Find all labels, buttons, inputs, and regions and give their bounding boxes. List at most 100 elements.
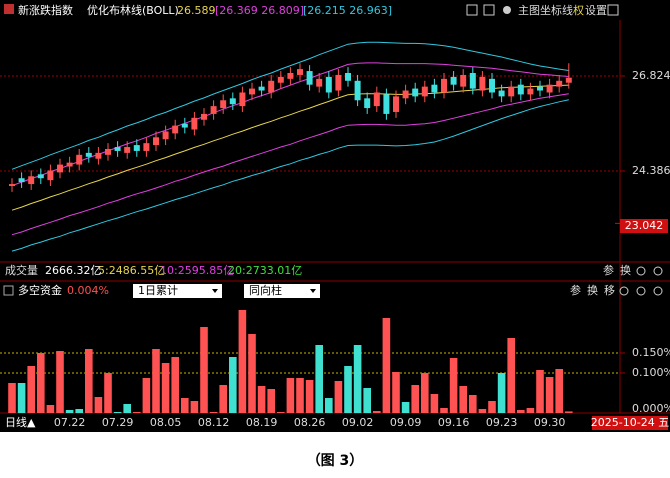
bar xyxy=(296,378,304,413)
bar xyxy=(161,363,170,413)
candle-body xyxy=(469,72,476,89)
bar xyxy=(85,349,93,413)
price-box xyxy=(620,219,668,233)
bar xyxy=(565,411,573,413)
candle-body xyxy=(402,90,409,99)
y-tick-label: 0.100% xyxy=(632,366,670,379)
candle-body xyxy=(393,96,399,112)
y-tick-label: 0.000% xyxy=(632,402,670,415)
candle-body xyxy=(479,76,486,91)
zoom-button[interactable] xyxy=(653,286,663,296)
panel-tool[interactable]: 换 xyxy=(587,283,598,297)
boll-line xyxy=(11,99,569,252)
date-box-label: 2025-10-24 五 xyxy=(591,416,669,429)
zoom-in-button[interactable] xyxy=(466,4,478,16)
candle-body xyxy=(537,86,543,91)
panel-tool[interactable]: 参 xyxy=(603,263,614,277)
zoom-out-button[interactable] xyxy=(483,4,495,16)
candle-body xyxy=(191,117,198,130)
indicator-name: 优化布林线(BOLL) xyxy=(87,3,179,17)
bar xyxy=(200,327,208,413)
candle-body xyxy=(277,76,284,83)
volume-readout: 20:2733.01亿 xyxy=(228,264,302,277)
bar xyxy=(469,395,477,413)
bar xyxy=(373,411,381,413)
bar xyxy=(104,373,112,413)
candle-body xyxy=(181,123,188,128)
bar xyxy=(238,310,247,413)
bar xyxy=(536,370,544,413)
candle-body xyxy=(421,86,428,97)
caption: （图 3） xyxy=(307,453,364,469)
bar xyxy=(219,385,227,413)
toolbar-button[interactable]: 坐标线 xyxy=(540,3,573,17)
x-tick-label: 09.30 xyxy=(534,416,566,429)
candle-body xyxy=(517,84,524,95)
dropdown[interactable] xyxy=(133,284,222,298)
bar xyxy=(507,338,515,413)
indicator-readout: [26.369 26.809] xyxy=(215,4,304,17)
bar xyxy=(459,386,467,413)
volume-readout: 10:2595.85亿 xyxy=(160,264,234,277)
dropdown-arrow xyxy=(212,289,218,293)
toolbar-button[interactable]: 权 xyxy=(573,4,584,17)
bar xyxy=(401,402,410,413)
favorite-button[interactable] xyxy=(619,286,629,296)
favorite-button[interactable] xyxy=(503,6,511,14)
zoom-button[interactable] xyxy=(636,286,646,296)
panel-tool[interactable]: 移 xyxy=(604,284,615,297)
panel-readout: 0.004% xyxy=(67,284,109,297)
price-box-label: 23.042 xyxy=(625,219,664,232)
bar xyxy=(8,383,16,413)
candle-body xyxy=(153,137,159,146)
panel-icon xyxy=(3,285,14,296)
boll-line xyxy=(11,41,569,170)
y-tick-label: 0.150% xyxy=(632,346,670,359)
boll-line xyxy=(11,62,569,187)
bar xyxy=(353,345,362,413)
candle-body xyxy=(143,143,150,151)
bar xyxy=(430,394,439,413)
dropdown-arrow xyxy=(310,289,316,293)
x-axis-prefix: 日线▲ xyxy=(5,415,36,429)
toolbar-button[interactable]: 主图 xyxy=(518,4,540,17)
candle-body xyxy=(172,125,179,134)
indicator-readout: [26.215 26.963] xyxy=(303,4,392,17)
panel-tool[interactable]: 参 xyxy=(570,283,581,297)
bar xyxy=(27,366,35,413)
bar xyxy=(17,383,26,413)
candle-body xyxy=(546,84,553,93)
candle-body xyxy=(412,88,419,97)
candle-body xyxy=(441,78,447,93)
candle-body xyxy=(450,76,457,85)
candle-body xyxy=(201,113,207,120)
zoom-button[interactable] xyxy=(653,266,663,276)
candle-body xyxy=(354,80,361,101)
zoom-button[interactable] xyxy=(636,266,646,276)
menu-button[interactable] xyxy=(607,4,619,16)
boll-line xyxy=(11,84,569,211)
bar xyxy=(277,412,285,413)
bar xyxy=(286,378,295,413)
x-tick-label: 09.09 xyxy=(390,416,422,429)
candle-body xyxy=(297,69,303,75)
x-tick-label: 08.05 xyxy=(150,416,182,429)
bar xyxy=(94,397,103,413)
x-tick-label: 09.23 xyxy=(486,416,518,429)
candle-body xyxy=(556,80,563,87)
toolbar-button[interactable]: 设置 xyxy=(585,4,607,17)
bar xyxy=(65,410,74,413)
candle-body xyxy=(316,78,323,87)
candle-body xyxy=(364,98,371,109)
bar xyxy=(325,398,333,413)
candle-body xyxy=(28,176,35,185)
x-tick-label: 09.02 xyxy=(342,416,374,429)
bar xyxy=(56,351,64,413)
chart-title: 新涨跌指数 xyxy=(18,3,73,17)
dropdown[interactable] xyxy=(244,284,320,298)
bar xyxy=(411,385,419,413)
panel-tool[interactable]: 换 xyxy=(620,263,631,277)
candle-body xyxy=(335,74,342,91)
candle-body xyxy=(345,72,351,81)
